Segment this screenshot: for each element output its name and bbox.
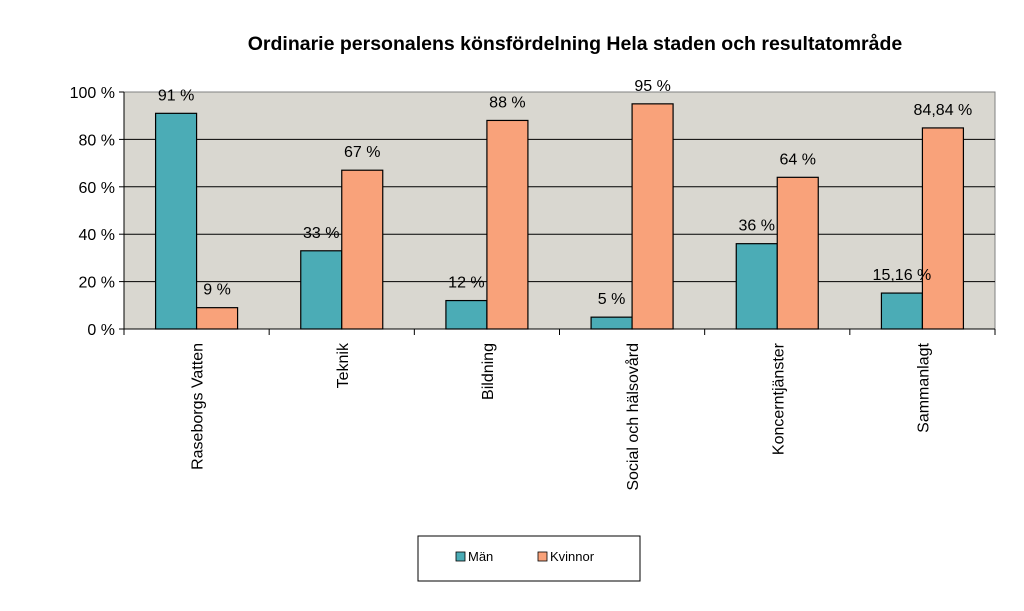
chart-title: Ordinarie personalens könsfördelning Hel… [248, 32, 903, 55]
data-label: 12 % [448, 275, 484, 292]
y-tick-label: 20 % [79, 275, 115, 292]
category-label: Raseborgs Vatten [190, 343, 207, 470]
data-label: 5 % [598, 291, 626, 308]
legend-label-kvinnor: Kvinnor [550, 549, 595, 564]
category-label: Social och hälsovård [624, 343, 642, 491]
bar-man [735, 243, 778, 330]
bar-man [880, 292, 924, 330]
category-label: Sammanlagt [915, 342, 932, 432]
y-tick-label: 0 % [87, 322, 115, 339]
category-label: Koncerntjänster [770, 342, 787, 455]
data-label: 36 % [739, 218, 775, 235]
bar-man [300, 250, 343, 330]
y-tick-label: 80 % [79, 132, 115, 149]
data-label: 9 % [203, 282, 231, 299]
bar-man [445, 299, 488, 330]
legend-swatch-man [455, 551, 466, 562]
data-label: 15,16 % [873, 267, 932, 284]
bar-man [590, 316, 633, 330]
legend-swatch-kvinnor [537, 551, 548, 562]
bar-kvinnor [341, 169, 384, 330]
bars [154, 103, 965, 330]
bar-kvinnor [921, 127, 965, 330]
data-label: 95 % [634, 78, 670, 95]
y-axis: 0 % 20 % 40 % 60 % 80 % 100 % [70, 85, 125, 339]
data-label: 67 % [344, 144, 380, 161]
data-label: 84,84 % [914, 102, 973, 119]
category-label: Bildning [480, 343, 497, 400]
legend: Män Kvinnor [417, 535, 641, 582]
plot-area [123, 91, 996, 330]
y-tick-label: 40 % [79, 227, 115, 244]
y-tick-label: 60 % [79, 180, 115, 197]
data-label: 91 % [158, 87, 194, 104]
bar-kvinnor [195, 307, 239, 330]
y-tick-label: 100 % [70, 85, 115, 102]
gridlines [124, 138, 995, 283]
bar-kvinnor [776, 176, 819, 330]
legend-label-man: Män [468, 549, 493, 564]
data-label: 88 % [489, 94, 525, 111]
bar-kvinnor [486, 119, 529, 330]
x-axis: Raseborgs Vatten Teknik Bildning Social och… [123, 328, 996, 491]
data-label: 64 % [780, 151, 816, 168]
data-label: 33 % [303, 225, 339, 242]
bar-kvinnor [631, 103, 674, 330]
bar-man [154, 112, 198, 330]
data-labels: 91 % 9 % 33 % 67 % 12 % 88 % 5 % 95 % 36 % 64 % 15… [158, 78, 972, 308]
legend-box [417, 535, 641, 582]
category-label: Teknik [335, 342, 352, 388]
